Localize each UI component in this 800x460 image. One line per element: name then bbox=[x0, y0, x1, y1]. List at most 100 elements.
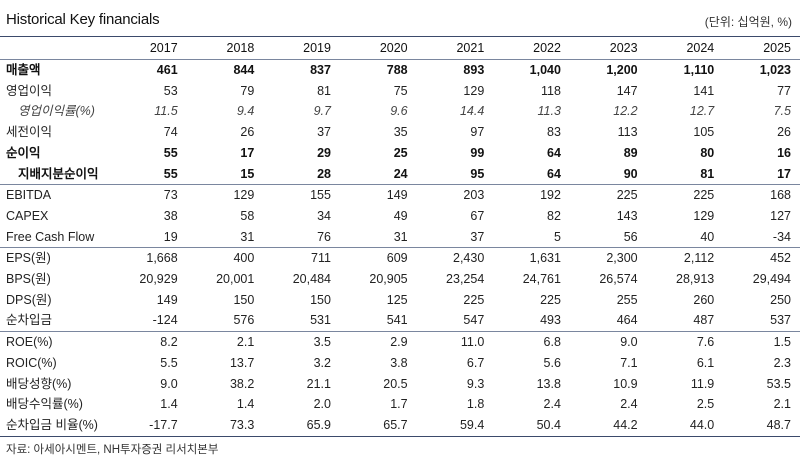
value-cell: 37 bbox=[470, 229, 485, 244]
value-cell: 155 bbox=[263, 184, 340, 206]
table-row: ROIC(%) 5.5 13.7 3.2 3.8 6.7 5.6 7.1 6.1 2.3 bbox=[0, 353, 800, 374]
value-cell: 34 bbox=[317, 208, 331, 223]
value-cell: 2,112 bbox=[646, 247, 724, 270]
value-cell: 26 bbox=[240, 125, 255, 140]
value-cell: -34 bbox=[772, 229, 791, 244]
row-label: 지배지분순이익 bbox=[18, 166, 99, 181]
year-header: 2025 bbox=[723, 38, 800, 60]
table-title: Historical Key financials bbox=[6, 11, 160, 28]
value-cell: 1,040 bbox=[529, 63, 561, 77]
value-cell: 844 bbox=[233, 63, 255, 77]
table-row: 순이익 55 17 29 25 99 64 89 80 16 bbox=[0, 143, 800, 164]
value-cell: 24 bbox=[393, 166, 408, 181]
value-cell: 1,200 bbox=[606, 63, 638, 77]
value-cell: 56 bbox=[623, 229, 638, 244]
table-row: CAPEX 38 58 34 49 67 82 143 129 127 bbox=[0, 206, 800, 227]
row-label: ROE(%) bbox=[0, 331, 110, 353]
table-body: 매출액 461 844 837 788 893 1,040 1,200 1,110 1,023 영업… bbox=[0, 60, 800, 437]
value-cell: 74 bbox=[163, 125, 178, 140]
value-cell: 38 bbox=[163, 208, 178, 223]
table-row: 지배지분순이익 55 15 28 24 95 64 90 81 17 bbox=[0, 164, 800, 185]
table-row: EPS(원) 1,668 400 711 609 2,430 1,631 2,300 2,112… bbox=[0, 247, 800, 270]
row-label: 순이익 bbox=[6, 145, 41, 160]
value-cell: 150 bbox=[233, 292, 255, 307]
value-cell: 53 bbox=[163, 83, 178, 98]
row-label: 영업이익률(%) bbox=[18, 104, 95, 119]
value-cell: 1.7 bbox=[390, 397, 408, 412]
value-cell: 452 bbox=[723, 247, 800, 270]
value-cell: 58 bbox=[240, 208, 255, 223]
value-cell: -124 bbox=[152, 313, 178, 328]
value-cell: 17 bbox=[240, 145, 255, 160]
value-cell: 29 bbox=[317, 145, 331, 160]
value-cell: 260 bbox=[693, 292, 715, 307]
top-rule bbox=[0, 36, 800, 37]
value-cell: 2,430 bbox=[416, 247, 494, 270]
value-cell: 6.8 bbox=[493, 331, 570, 353]
value-cell: 7.1 bbox=[620, 355, 638, 370]
value-cell: 24,761 bbox=[522, 272, 561, 287]
value-cell: 531 bbox=[310, 313, 331, 328]
value-cell: 3.8 bbox=[390, 355, 408, 370]
value-cell: 11.5 bbox=[154, 104, 178, 119]
year-header: 2019 bbox=[263, 38, 340, 60]
value-cell: 7.6 bbox=[646, 331, 724, 353]
value-cell: 6.1 bbox=[696, 355, 715, 370]
value-cell: 129 bbox=[463, 83, 485, 98]
value-cell: 400 bbox=[186, 247, 264, 270]
value-cell: 21.1 bbox=[306, 376, 331, 391]
table-row: DPS(원) 149 150 150 125 225 225 255 260 250 bbox=[0, 290, 800, 311]
value-cell: 83 bbox=[547, 125, 561, 140]
value-cell: 13.7 bbox=[229, 355, 255, 370]
value-cell: 97 bbox=[470, 125, 485, 140]
value-cell: 75 bbox=[393, 83, 408, 98]
value-cell: 2.4 bbox=[543, 397, 561, 412]
value-cell: 1.4 bbox=[236, 397, 255, 412]
value-cell: 64 bbox=[547, 166, 561, 181]
table-row: 배당수익률(%) 1.4 1.4 2.0 1.7 1.8 2.4 2.4 2.5 2.1 bbox=[0, 394, 800, 415]
value-cell: 11.9 bbox=[690, 376, 715, 391]
table-row: ROE(%) 8.2 2.1 3.5 2.9 11.0 6.8 9.0 7.6 1.5 bbox=[0, 331, 800, 353]
value-cell: 461 bbox=[156, 63, 178, 77]
table-row: 영업이익 53 79 81 75 129 118 147 141 77 bbox=[0, 81, 800, 102]
value-cell: 81 bbox=[700, 166, 715, 181]
value-cell: 893 bbox=[463, 63, 485, 77]
value-cell: 1,023 bbox=[759, 63, 791, 77]
value-cell: 8.2 bbox=[110, 331, 187, 353]
table-row: BPS(원) 20,929 20,001 20,484 20,905 23,254 24,7… bbox=[0, 269, 800, 290]
row-label: 매출액 bbox=[6, 63, 41, 77]
row-label: CAPEX bbox=[6, 208, 49, 223]
table-row: 매출액 461 844 837 788 893 1,040 1,200 1,110 1,023 bbox=[0, 60, 800, 81]
value-cell: 1.8 bbox=[466, 397, 485, 412]
value-cell: 31 bbox=[393, 229, 408, 244]
value-cell: 89 bbox=[623, 145, 638, 160]
value-cell: 225 bbox=[463, 292, 485, 307]
value-cell: 129 bbox=[693, 208, 715, 223]
value-cell: 77 bbox=[777, 83, 791, 98]
value-cell: 79 bbox=[240, 83, 255, 98]
value-cell: 9.7 bbox=[313, 104, 331, 119]
value-cell: 788 bbox=[386, 63, 408, 77]
value-cell: 3.2 bbox=[313, 355, 331, 370]
value-cell: 65.7 bbox=[339, 414, 417, 437]
table-row: EBITDA 73 129 155 149 203 192 225 225 168 bbox=[0, 184, 800, 206]
value-cell: 19 bbox=[163, 229, 178, 244]
row-label: 순차입금 bbox=[6, 313, 53, 328]
value-cell: 7.5 bbox=[773, 104, 791, 119]
value-cell: 81 bbox=[317, 83, 331, 98]
value-cell: 192 bbox=[493, 184, 570, 206]
value-cell: 141 bbox=[693, 83, 715, 98]
year-header: 2020 bbox=[339, 38, 417, 60]
value-cell: 250 bbox=[770, 292, 791, 307]
value-cell: 10.9 bbox=[613, 376, 638, 391]
year-header: 2021 bbox=[416, 38, 494, 60]
value-cell: 547 bbox=[463, 313, 485, 328]
value-cell: 35 bbox=[393, 125, 408, 140]
year-header: 2024 bbox=[646, 38, 724, 60]
value-cell: 1.5 bbox=[723, 331, 800, 353]
value-cell: 9.0 bbox=[160, 376, 178, 391]
value-cell: 537 bbox=[770, 313, 791, 328]
value-cell: 26 bbox=[777, 125, 791, 140]
value-cell: 20,484 bbox=[292, 272, 331, 287]
